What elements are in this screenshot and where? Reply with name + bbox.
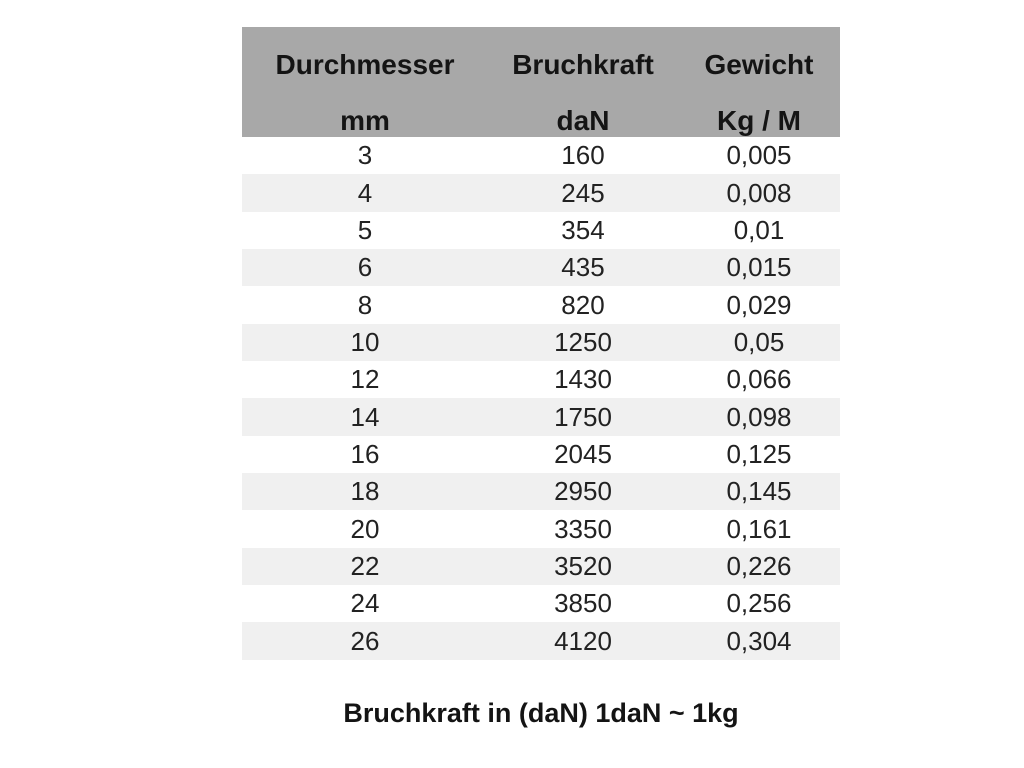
table-cell: 0,029 bbox=[726, 289, 792, 320]
table-cell: 1430 bbox=[554, 364, 612, 395]
table-cell: 6 bbox=[242, 249, 488, 287]
table-cell: 4 bbox=[242, 174, 488, 212]
table-row: 22 3520 0,226 bbox=[242, 547, 840, 586]
table-body: 3 160 0,005 4 245 0,008 5 354 0,01 6 435 0,015 8 820 0… bbox=[242, 137, 840, 660]
table-cell: 0,125 bbox=[726, 438, 792, 469]
table-cell: 0,256 bbox=[726, 588, 792, 619]
table-cell: 18 bbox=[242, 473, 488, 511]
spec-table: Durchmesser mm Bruchkraft daN Gewicht Kg… bbox=[242, 27, 840, 660]
table-cell: 3 bbox=[357, 140, 373, 171]
table-cell: 0,05 bbox=[678, 323, 840, 362]
table-row: 26 4120 0,304 bbox=[242, 622, 840, 660]
column-label: Durchmesser bbox=[275, 49, 455, 80]
table-cell: 0,098 bbox=[678, 398, 840, 436]
table-caption: Bruchkraft in (daN) 1daN ~ 1kg bbox=[343, 698, 739, 728]
table-cell: 24 bbox=[350, 588, 380, 619]
column-header-durchmesser: Durchmesser mm bbox=[242, 27, 488, 137]
column-header-bruchkraft: Bruchkraft daN bbox=[488, 27, 678, 137]
table-row: 16 2045 0,125 bbox=[242, 436, 840, 473]
table-cell: 820 bbox=[561, 289, 605, 320]
table-cell: 3850 bbox=[554, 588, 612, 619]
table-cell: 10 bbox=[242, 323, 488, 362]
table-cell: 8 bbox=[357, 289, 373, 320]
column-header-gewicht: Gewicht Kg / M bbox=[678, 27, 840, 137]
table-row: 8 820 0,029 bbox=[242, 286, 840, 323]
table-cell: 0,304 bbox=[678, 622, 840, 660]
table-cell: 26 bbox=[242, 622, 488, 660]
table-row: 24 3850 0,256 bbox=[242, 585, 840, 622]
table-cell: 0,008 bbox=[678, 174, 840, 212]
table-header: Durchmesser mm Bruchkraft daN Gewicht Kg… bbox=[242, 27, 840, 137]
table-row: 18 2950 0,145 bbox=[242, 473, 840, 511]
table-cell: 0,066 bbox=[726, 364, 792, 395]
table-cell: 1750 bbox=[488, 398, 678, 436]
table-row: 20 3350 0,161 bbox=[242, 510, 840, 547]
table-cell: 16 bbox=[350, 438, 380, 469]
table-row: 12 1430 0,066 bbox=[242, 361, 840, 398]
table-cell: 0,01 bbox=[733, 214, 785, 245]
table-cell: 0,015 bbox=[678, 249, 840, 287]
table-cell: 2045 bbox=[554, 438, 612, 469]
table-row: 6 435 0,015 bbox=[242, 249, 840, 287]
table-cell: 4120 bbox=[488, 622, 678, 660]
table-cell: 3350 bbox=[554, 513, 612, 544]
table-row: 10 1250 0,05 bbox=[242, 323, 840, 362]
table-cell: 20 bbox=[350, 513, 380, 544]
table-cell: 0,226 bbox=[678, 547, 840, 586]
table-cell: 12 bbox=[350, 364, 380, 395]
table-cell: 0,145 bbox=[678, 473, 840, 511]
column-unit: daN bbox=[556, 105, 610, 136]
table-cell: 5 bbox=[357, 214, 373, 245]
table-cell: 14 bbox=[242, 398, 488, 436]
table-cell: 2950 bbox=[488, 473, 678, 511]
table-cell: 160 bbox=[561, 140, 605, 171]
table-row: 3 160 0,005 bbox=[242, 137, 840, 174]
column-label: Bruchkraft bbox=[512, 49, 654, 80]
column-unit: Kg / M bbox=[717, 105, 801, 136]
header-row: Durchmesser mm Bruchkraft daN Gewicht Kg… bbox=[242, 27, 840, 137]
table-cell: 22 bbox=[242, 547, 488, 586]
column-label: Gewicht bbox=[704, 49, 814, 80]
table-cell: 0,005 bbox=[726, 140, 792, 171]
column-unit: mm bbox=[340, 105, 390, 136]
table-cell: 3520 bbox=[488, 547, 678, 586]
table-cell: 245 bbox=[488, 174, 678, 212]
table-cell: 0,161 bbox=[726, 513, 792, 544]
table-row: 5 354 0,01 bbox=[242, 212, 840, 249]
table-row: 4 245 0,008 bbox=[242, 174, 840, 212]
table-cell: 435 bbox=[488, 249, 678, 287]
table-row: 14 1750 0,098 bbox=[242, 398, 840, 436]
table-cell: 354 bbox=[561, 214, 605, 245]
table-cell: 1250 bbox=[488, 323, 678, 362]
